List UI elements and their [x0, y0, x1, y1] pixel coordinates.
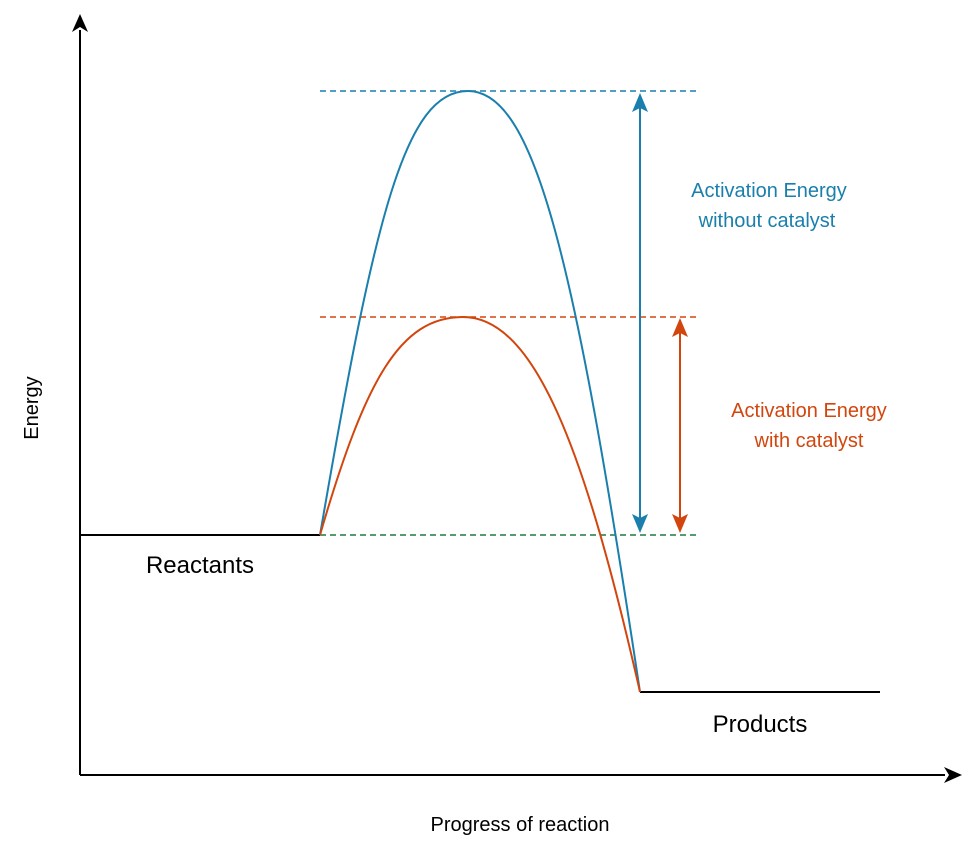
with-catalyst-label-line1: Activation Energy	[731, 400, 887, 422]
y-axis-label: Energy	[21, 376, 43, 439]
reactants-label: Reactants	[146, 552, 254, 579]
activation-arrow-with-catalyst-bottom-head	[672, 514, 688, 533]
without-catalyst-label-line1: Activation Energy	[691, 180, 847, 202]
without-catalyst-label-line2: without catalyst	[698, 210, 836, 232]
x-axis-label: Progress of reaction	[431, 814, 610, 836]
activation-arrow-without-catalyst-top-head	[632, 93, 648, 112]
activation-arrow-without-catalyst-bottom-head	[632, 514, 648, 533]
y-axis-arrowhead	[72, 14, 88, 32]
products-label: Products	[713, 711, 808, 738]
activation-arrow-with-catalyst-top-head	[672, 318, 688, 337]
x-axis-arrowhead	[944, 767, 962, 783]
curve-without-catalyst	[319, 89, 641, 693]
with-catalyst-label-line2: with catalyst	[754, 430, 864, 452]
curve-with-catalyst	[319, 315, 641, 693]
